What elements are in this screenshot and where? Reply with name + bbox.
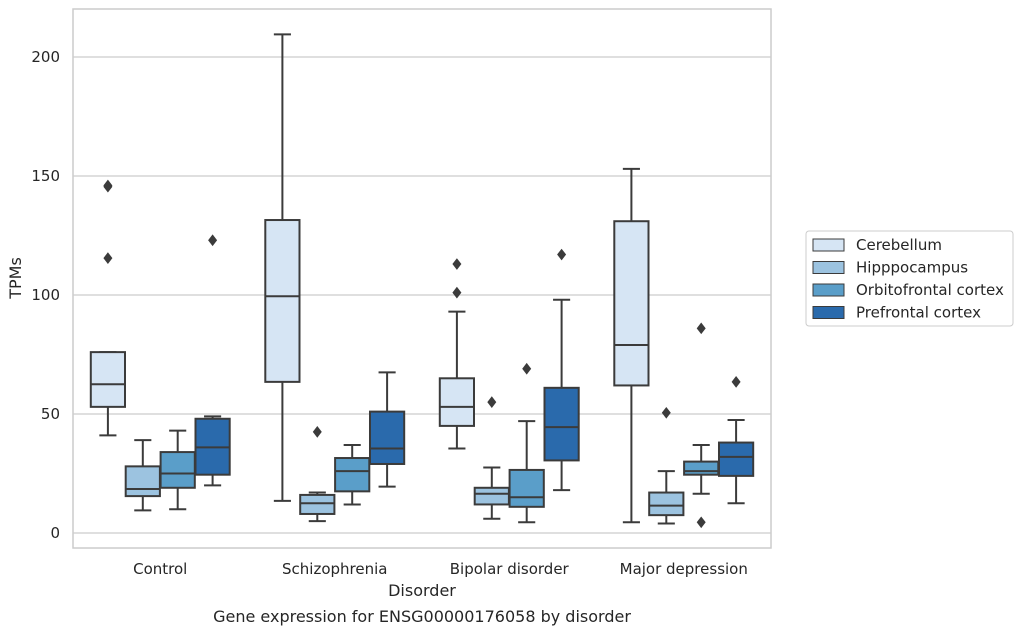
box-body — [508, 468, 545, 508]
box-body — [648, 491, 685, 517]
legend-label: Hipppocampus — [856, 259, 968, 277]
box-body — [683, 460, 720, 476]
box-hipppocampus-3 — [648, 406, 685, 525]
legend-swatch — [812, 283, 845, 297]
outlier-point — [452, 258, 462, 270]
outlier-point — [452, 286, 462, 299]
y-tick-label: 0 — [50, 524, 60, 542]
box-body — [543, 386, 580, 462]
box-cerebellum-0 — [89, 179, 127, 437]
box-hipppocampus-1 — [299, 426, 336, 523]
box-body — [264, 219, 301, 383]
legend-label: Orbitofrontal cortex — [856, 281, 1004, 299]
box-orbitofrontal-cortex-2 — [508, 362, 545, 524]
box-body — [159, 451, 196, 489]
box-orbitofrontal-cortex-1 — [334, 443, 371, 506]
y-tick-label: 200 — [31, 48, 60, 66]
box-body — [613, 220, 650, 387]
legend-label: Prefrontal cortex — [856, 304, 981, 322]
box-prefrontal-cortex-1 — [368, 371, 406, 488]
outlier-point — [208, 234, 218, 247]
y-tick-label: 100 — [31, 286, 60, 304]
box-cerebellum-1 — [264, 33, 301, 502]
outlier-point — [103, 179, 113, 192]
y-tick-label: 50 — [41, 405, 60, 423]
x-tick-label: Bipolar disorder — [450, 560, 570, 578]
outlier-point — [731, 376, 741, 388]
legend-swatch — [812, 306, 845, 319]
box-prefrontal-cortex-3 — [717, 376, 755, 505]
outlier-point — [557, 248, 567, 261]
legend: Cerebellum Hipppocampus Orbitofrontal cort… — [805, 230, 1014, 327]
box-body — [717, 441, 755, 477]
box-prefrontal-cortex-2 — [543, 248, 580, 492]
legend-frame — [805, 230, 1014, 327]
y-tick-labels: 0 50 100 150 200 — [31, 48, 60, 542]
x-tick-label: Major depression — [620, 560, 748, 578]
box-body — [299, 493, 336, 515]
legend-swatch — [812, 238, 845, 252]
y-tick-label: 150 — [31, 167, 60, 185]
plot-frame — [72, 8, 772, 549]
x-tick-label: Schizophrenia — [282, 560, 387, 578]
outlier-point — [522, 362, 532, 375]
box-body — [334, 457, 371, 493]
box-body — [438, 377, 476, 427]
box-body — [368, 410, 406, 465]
legend-swatch — [812, 261, 845, 274]
chart-title: Gene expression for ENSG00000176058 by d… — [213, 607, 631, 626]
gridlines — [73, 56, 771, 534]
box-orbitofrontal-cortex-3 — [683, 322, 720, 529]
legend-items: Cerebellum Hipppocampus Orbitofrontal cort… — [812, 236, 1004, 322]
x-tick-label: Control — [133, 560, 187, 578]
box-orbitofrontal-cortex-0 — [159, 429, 196, 511]
outlier-point — [696, 322, 706, 335]
legend-label: Cerebellum — [856, 236, 942, 254]
x-tick-labels: Control Schizophrenia Bipolar disorder Majo… — [133, 560, 748, 578]
box-prefrontal-cortex-0 — [194, 234, 231, 487]
box-body — [473, 486, 510, 506]
outlier-point — [103, 252, 113, 264]
box-body — [124, 465, 161, 498]
outlier-point — [487, 396, 497, 408]
outlier-point — [312, 426, 322, 438]
outlier-point — [661, 406, 671, 419]
y-axis-label: TPMs — [6, 257, 25, 300]
boxes — [89, 33, 755, 529]
x-axis-label: Disorder — [388, 581, 456, 600]
box-cerebellum-2 — [438, 258, 476, 450]
box-cerebellum-3 — [613, 167, 650, 524]
outlier-point — [696, 516, 706, 529]
box-body — [89, 351, 127, 408]
